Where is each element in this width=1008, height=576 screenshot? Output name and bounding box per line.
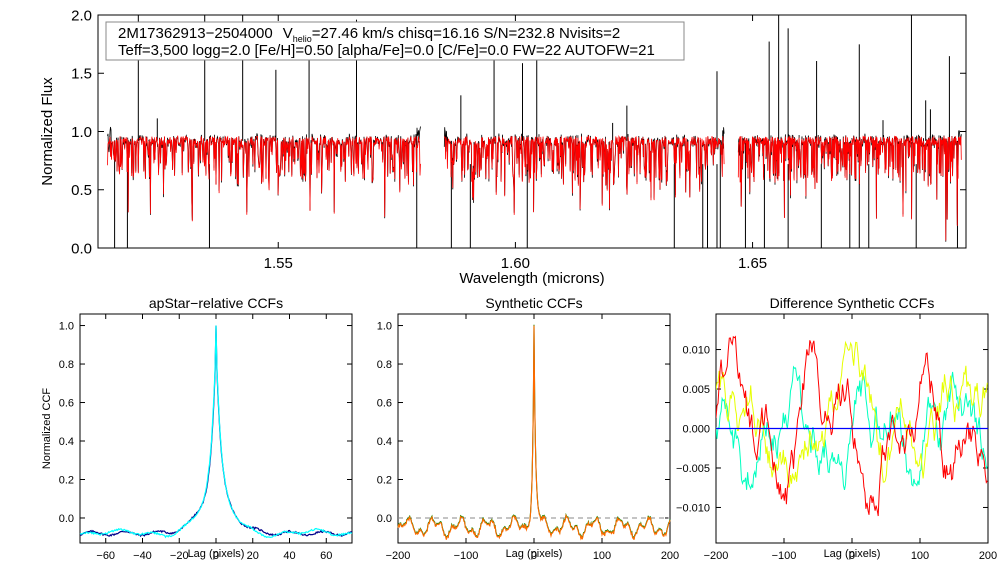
- spectrum-model-group: [107, 134, 962, 241]
- synth-ytick-label: 0.2: [377, 474, 392, 486]
- synth-axes: −200 −100 0 100 200 0.0 0.2 0.4 0.6 0.8 1.0 Lag (pi…: [377, 295, 679, 562]
- spectrum-ytick-label: 1.0: [71, 124, 92, 141]
- apstar-ccf-line: [79, 325, 353, 538]
- spectrum-model-line: [443, 134, 725, 215]
- spectrum-axes: 1.55 1.60 1.65 0.0 0.5 1.0 1.5 2.0 Wavelength (m…: [39, 7, 967, 287]
- apstar-title: apStar−relative CCFs: [149, 295, 283, 311]
- apstar-xtick-label: −20: [170, 550, 189, 562]
- apstar-ytick-label: 0.0: [59, 513, 74, 525]
- synth-ccf-line: [397, 325, 671, 541]
- apstar-xtick-label: 20: [247, 550, 259, 562]
- apstar-xtick-label: 0: [213, 550, 219, 562]
- diff-title: Difference Synthetic CCFs: [770, 295, 935, 311]
- apstar-ylabel: Normalized CCF: [41, 388, 53, 470]
- spectrum-model-line: [107, 135, 421, 222]
- apstar-xtick-label: 60: [320, 550, 332, 562]
- diff-xtick-label: 100: [911, 550, 929, 562]
- diff-series-group: [716, 335, 988, 517]
- synth-ytick-label: 0.8: [377, 359, 392, 371]
- info-line-1: 2M17362913−2504000 Vhelio=27.46 km/s chis…: [118, 25, 620, 44]
- synth-ytick-label: 0.4: [377, 436, 392, 448]
- diff-xtick-label: 0: [849, 550, 855, 562]
- info-line-2: Teff=3,500 logg=2.0 [Fe/H]=0.50 [alpha/F…: [118, 42, 655, 59]
- diff-ytick-label: 0.010: [682, 344, 710, 356]
- spectrum-ytick-label: 0.5: [71, 182, 92, 199]
- diff-xlabel: Lag (pixels): [824, 548, 881, 560]
- synth-series-group: [397, 324, 671, 541]
- apstar-axes: −60 −40 −20 0 20 40 60 0.0 0.2 0.4 0.6 0.8 1.0 Lag (p…: [41, 295, 353, 562]
- synth-xtick-label: 200: [661, 550, 679, 562]
- synth-ytick-label: 0.0: [377, 513, 392, 525]
- synth-xtick-label: 100: [593, 550, 611, 562]
- spectrum-ytick-label: 1.5: [71, 66, 92, 83]
- spectrum-ytick-label: 0.0: [71, 240, 92, 257]
- synth-title: Synthetic CCFs: [485, 295, 582, 311]
- diff-ytick-label: −0.010: [676, 502, 710, 514]
- diff-xtick-label: −100: [772, 550, 797, 562]
- spectrum-xlabel: Wavelength (microns): [459, 270, 604, 287]
- synth-xtick-label: −100: [454, 550, 479, 562]
- spectrum-model-line: [737, 135, 962, 241]
- synth-xtick-label: −200: [386, 550, 411, 562]
- apstar-ytick-label: 0.8: [59, 359, 74, 371]
- synth-ytick-label: 1.0: [377, 320, 392, 332]
- diff-xtick-label: 200: [979, 550, 997, 562]
- apstar-ytick-label: 0.2: [59, 474, 74, 486]
- synth-xlabel: Lag (pixels): [506, 548, 563, 560]
- apstar-xtick-label: −60: [96, 550, 115, 562]
- apstar-xlabel: Lag (pixels): [188, 548, 245, 560]
- apstar-xtick-label: 40: [283, 550, 295, 562]
- apstar-series-group: [79, 325, 353, 539]
- diff-ytick-label: 0.005: [682, 384, 710, 396]
- apstar-ccf-line: [79, 325, 353, 539]
- apstar-ytick-label: 1.0: [59, 320, 74, 332]
- apstar-xtick-label: −40: [133, 550, 152, 562]
- info-box: 2M17362913−2504000 Vhelio=27.46 km/s chis…: [105, 21, 685, 61]
- spectrum-xtick-label: 1.60: [501, 255, 530, 272]
- diff-ccf-line: [716, 335, 988, 517]
- apstar-ytick-label: 0.4: [59, 436, 74, 448]
- diff-ytick-label: −0.005: [676, 463, 710, 475]
- synth-xtick-label: 0: [531, 550, 537, 562]
- spectrum-xtick-label: 1.55: [264, 255, 293, 272]
- spectrum-xtick-label: 1.65: [738, 255, 767, 272]
- synth-ytick-label: 0.6: [377, 397, 392, 409]
- diff-ytick-label: 0.000: [682, 423, 710, 435]
- diff-xtick-label: −200: [704, 550, 729, 562]
- spectrum-ylabel: Normalized Flux: [39, 77, 56, 186]
- spectrum-ytick-label: 2.0: [71, 7, 92, 24]
- apstar-ytick-label: 0.6: [59, 397, 74, 409]
